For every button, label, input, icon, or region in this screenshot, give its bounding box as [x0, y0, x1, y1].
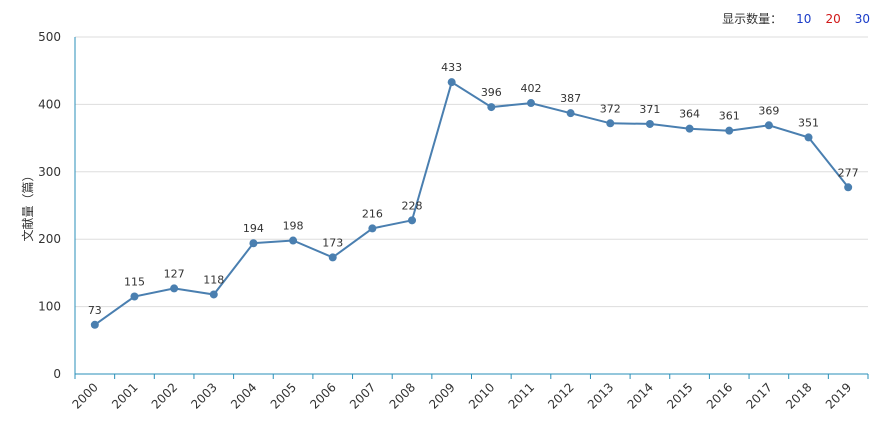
data-label: 372 — [600, 102, 621, 115]
data-point[interactable] — [130, 292, 139, 301]
y-tick-label: 300 — [38, 165, 61, 179]
data-label: 277 — [838, 166, 859, 179]
y-tick-label: 100 — [38, 300, 61, 314]
x-tick-label: 2009 — [426, 380, 457, 411]
data-point[interactable] — [566, 109, 575, 118]
data-label: 216 — [362, 207, 383, 220]
x-tick-label: 2018 — [783, 380, 814, 411]
data-point[interactable] — [645, 119, 654, 128]
display-count-label: 显示数量： — [722, 12, 783, 26]
data-label: 73 — [88, 304, 102, 317]
data-point[interactable] — [408, 216, 417, 225]
x-tick-label: 2005 — [268, 380, 299, 411]
data-point[interactable] — [328, 253, 337, 262]
data-point[interactable] — [725, 126, 734, 135]
x-tick-label: 2002 — [149, 380, 180, 411]
y-tick-label: 500 — [38, 30, 61, 44]
data-point[interactable] — [170, 284, 179, 293]
data-label: 387 — [560, 92, 581, 105]
x-tick-label: 2016 — [704, 380, 735, 411]
y-tick-label: 0 — [53, 367, 61, 381]
data-label: 396 — [481, 86, 502, 99]
y-tick-label: 400 — [38, 97, 61, 111]
x-tick-label: 2014 — [625, 380, 656, 411]
x-tick-label: 2013 — [585, 380, 616, 411]
data-label: 364 — [679, 108, 700, 121]
data-point[interactable] — [447, 78, 456, 87]
data-point[interactable] — [685, 124, 694, 133]
display-count-bar: 显示数量： 10 20 30 — [722, 10, 870, 27]
data-label: 127 — [164, 267, 185, 280]
data-point[interactable] — [90, 320, 99, 329]
data-point[interactable] — [209, 290, 218, 299]
data-label: 173 — [322, 236, 343, 249]
data-point[interactable] — [606, 119, 615, 128]
x-tick-label: 2019 — [823, 380, 854, 411]
data-label: 115 — [124, 275, 145, 288]
display-count-30-option[interactable]: 30 — [854, 11, 870, 26]
y-axis-label: 文献量（篇） — [20, 169, 35, 241]
x-tick-label: 2017 — [743, 380, 774, 411]
data-label: 371 — [639, 103, 660, 116]
data-point[interactable] — [844, 183, 853, 192]
display-count-20-option[interactable]: 20 — [825, 11, 841, 26]
x-tick-label: 2004 — [228, 380, 259, 411]
data-point[interactable] — [487, 103, 496, 112]
data-label: 194 — [243, 222, 264, 235]
x-tick-label: 2011 — [506, 380, 537, 411]
data-label: 351 — [798, 116, 819, 129]
x-tick-label: 2008 — [387, 380, 418, 411]
data-label: 228 — [402, 199, 423, 212]
data-label: 118 — [203, 273, 224, 286]
data-point[interactable] — [249, 239, 258, 248]
data-point[interactable] — [804, 133, 813, 142]
x-tick-label: 2000 — [69, 380, 100, 411]
x-tick-label: 2003 — [188, 380, 219, 411]
x-tick-label: 2006 — [307, 380, 338, 411]
x-tick-label: 2015 — [664, 380, 695, 411]
data-label: 402 — [520, 82, 541, 95]
x-tick-label: 2012 — [545, 380, 576, 411]
data-point[interactable] — [368, 224, 377, 233]
x-tick-label: 2007 — [347, 380, 378, 411]
data-point[interactable] — [526, 99, 535, 108]
data-label: 433 — [441, 61, 462, 74]
data-label: 369 — [758, 104, 779, 117]
display-count-10-option[interactable]: 10 — [796, 11, 812, 26]
series-line — [94, 80, 849, 326]
x-tick-label: 2010 — [466, 380, 497, 411]
data-point[interactable] — [764, 121, 773, 130]
data-label: 361 — [719, 110, 740, 123]
data-label: 198 — [283, 220, 304, 233]
data-point[interactable] — [289, 236, 298, 245]
x-tick-label: 2001 — [109, 380, 140, 411]
y-tick-label: 200 — [38, 232, 61, 246]
